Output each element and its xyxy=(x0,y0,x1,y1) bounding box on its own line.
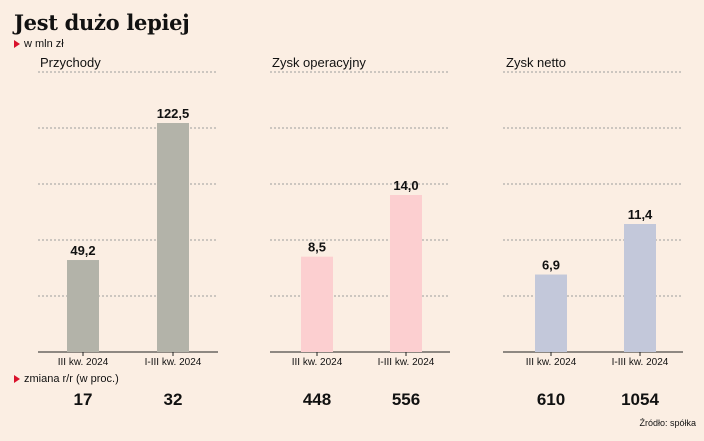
unit-subtitle: w mln zł xyxy=(14,38,64,50)
bar-q1-q3-2024 xyxy=(624,224,656,352)
tick-label: III kw. 2024 xyxy=(526,357,577,368)
data-label: 6,9 xyxy=(542,258,560,273)
change-value: 610 xyxy=(537,390,565,409)
bar-q3-2024 xyxy=(535,274,567,352)
bar-q3-2024 xyxy=(301,256,333,352)
panel-title-przychody: Przychody xyxy=(40,55,101,70)
change-value: 448 xyxy=(303,390,331,409)
change-value: 17 xyxy=(74,390,93,409)
data-label: 14,0 xyxy=(393,178,418,193)
change-value: 1054 xyxy=(621,390,659,409)
bar-q1-q3-2024 xyxy=(390,195,422,352)
bar-q3-2024 xyxy=(67,260,99,352)
panel-title-zysk-operacyjny: Zysk operacyjny xyxy=(272,55,366,70)
red-triangle-icon xyxy=(14,40,20,48)
tick-label: III kw. 2024 xyxy=(58,357,109,368)
data-label: 8,5 xyxy=(308,240,326,255)
bar-q1-q3-2024 xyxy=(157,123,189,352)
tick-label: I-III kw. 2024 xyxy=(145,357,202,368)
unit-label: w mln zł xyxy=(24,38,64,50)
data-label: 122,5 xyxy=(157,106,190,121)
red-triangle-icon xyxy=(14,375,20,383)
data-label: 11,4 xyxy=(628,207,653,222)
change-label-text: zmiana r/r (w proc.) xyxy=(24,373,119,385)
data-label: 49,2 xyxy=(70,243,95,258)
change-label: zmiana r/r (w proc.) xyxy=(14,373,119,385)
chart-title: Jest dużo lepiej xyxy=(14,10,190,35)
change-value: 556 xyxy=(392,390,420,409)
change-value: 32 xyxy=(164,390,183,409)
tick-label: I-III kw. 2024 xyxy=(378,357,435,368)
panel-title-zysk-netto: Zysk netto xyxy=(506,55,566,70)
source-note: Źródło: spółka xyxy=(639,418,696,428)
tick-label: I-III kw. 2024 xyxy=(612,357,669,368)
tick-label: III kw. 2024 xyxy=(292,357,343,368)
